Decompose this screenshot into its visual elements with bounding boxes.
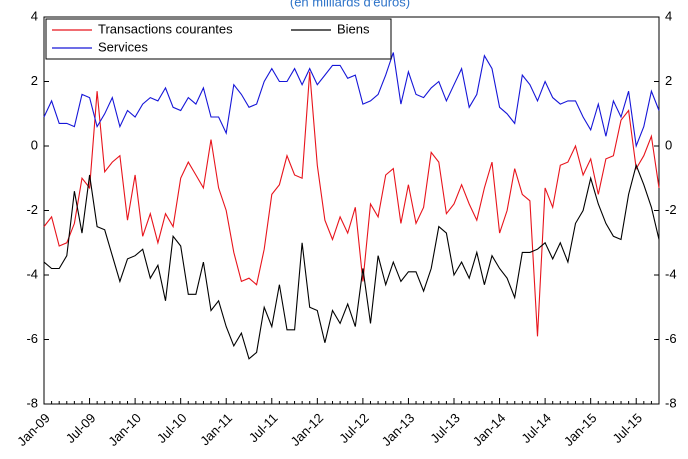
- y-tick-label: -8: [26, 395, 38, 410]
- x-tick-label: Jan-11: [197, 410, 235, 448]
- chart-title: (en milliards d'euros): [290, 0, 410, 9]
- x-tick-label: Jul-13: [427, 410, 463, 446]
- x-tick-label: Jul-09: [63, 410, 99, 446]
- line-series: [43, 52, 660, 149]
- y-tick-label: -2: [26, 202, 38, 217]
- line-series: [43, 71, 660, 337]
- x-tick-label: Jan-14: [470, 410, 509, 449]
- y2-tick-label: -2: [665, 202, 677, 217]
- y-tick-label: 2: [31, 73, 38, 88]
- y2-tick-label: 2: [665, 73, 672, 88]
- y-tick-label: 0: [31, 137, 38, 152]
- y2-tick-label: 0: [665, 137, 672, 152]
- x-tick-label: Jul-15: [609, 410, 645, 446]
- x-tick-label: Jan-15: [561, 410, 600, 449]
- x-tick-label: Jul-14: [518, 410, 554, 446]
- x-tick-label: Jul-12: [336, 410, 372, 446]
- line-series: [43, 163, 660, 360]
- legend-label: Transactions courantes: [98, 21, 233, 36]
- y2-tick-label: -4: [665, 266, 677, 281]
- x-tick-label: Jan-12: [288, 410, 327, 449]
- legend-label: Services: [98, 39, 148, 54]
- x-tick-label: Jul-11: [246, 410, 281, 445]
- x-tick-label: Jan-10: [105, 410, 144, 449]
- x-tick-label: Jul-10: [154, 410, 190, 446]
- y2-tick-label: -8: [665, 395, 677, 410]
- y-tick-label: -4: [26, 266, 38, 281]
- y2-tick-label: 4: [665, 8, 672, 23]
- legend-box: [45, 18, 392, 60]
- y2-tick-label: -6: [665, 331, 677, 346]
- plot-frame: [43, 16, 660, 405]
- y-tick-label: 4: [31, 8, 38, 23]
- legend-label: Biens: [337, 21, 370, 36]
- x-tick-label: Jan-13: [379, 410, 418, 449]
- y-tick-label: -6: [26, 331, 38, 346]
- x-tick-label: Jan-09: [14, 410, 53, 449]
